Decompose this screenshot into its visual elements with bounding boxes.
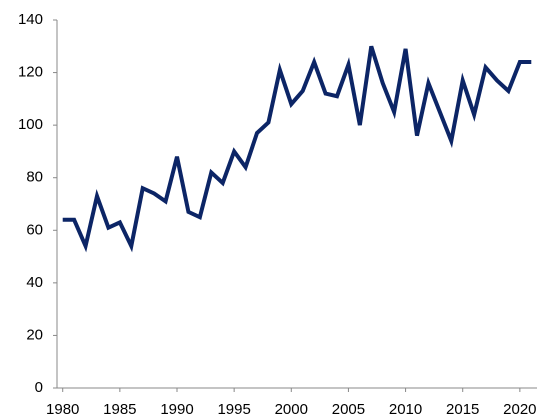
x-tick-label: 2000 (275, 401, 308, 418)
y-tick-label: 40 (26, 274, 43, 291)
y-tick-label: 100 (18, 116, 43, 133)
x-tick-label: 1980 (46, 401, 79, 418)
data-line (62, 45, 532, 253)
x-tick-label: 1990 (160, 401, 193, 418)
y-tick-label: 140 (18, 11, 43, 28)
x-tick-label: 2005 (332, 401, 365, 418)
y-tick-label: 120 (18, 64, 43, 81)
y-tick-label: 0 (35, 379, 43, 396)
x-tick-label: 1995 (217, 401, 250, 418)
y-tick-label: 20 (26, 326, 43, 343)
x-tick-label: 1985 (103, 401, 136, 418)
y-tick-label: 80 (26, 169, 43, 186)
y-tick-label: 60 (26, 221, 43, 238)
x-tick-label: 2020 (503, 401, 536, 418)
x-tick-label: 2015 (446, 401, 479, 418)
x-tick-label: 2010 (389, 401, 422, 418)
